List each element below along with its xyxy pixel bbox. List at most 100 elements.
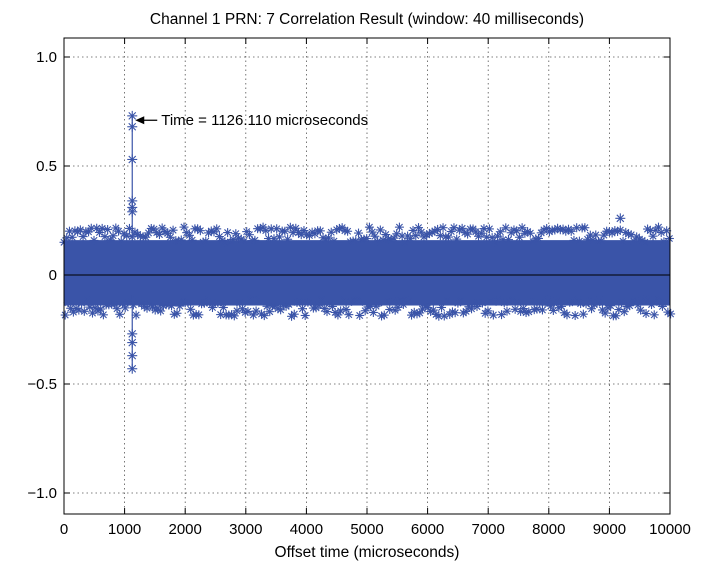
data-point — [618, 236, 628, 246]
data-point — [187, 235, 197, 245]
data-point — [228, 234, 238, 244]
x-tick-label: 6000 — [411, 521, 444, 538]
x-tick-label: 9000 — [593, 521, 626, 538]
data-point — [504, 235, 514, 245]
data-point — [595, 295, 605, 305]
data-point — [374, 298, 384, 308]
data-point — [131, 310, 141, 320]
data-point — [487, 233, 497, 243]
data-point — [322, 307, 332, 317]
grid-lines — [64, 38, 670, 514]
data-point — [295, 296, 305, 306]
data-point — [375, 225, 385, 235]
data-point — [96, 304, 106, 314]
data-point — [213, 298, 223, 308]
data-point — [127, 350, 138, 361]
data-point — [145, 298, 155, 308]
data-point — [368, 307, 378, 317]
annotation-text: Time = 1126.110 microseconds — [161, 112, 368, 129]
data-point — [450, 308, 460, 318]
data-point — [77, 298, 87, 308]
data-point — [600, 308, 610, 318]
data-point — [527, 296, 537, 306]
data-point — [606, 301, 616, 311]
data-point — [630, 295, 640, 305]
data-point — [435, 231, 445, 241]
data-point — [183, 296, 193, 306]
data-point — [387, 295, 397, 305]
data-point — [60, 310, 70, 320]
data-point — [179, 222, 189, 232]
data-point — [580, 223, 590, 233]
data-point — [289, 309, 299, 319]
data-point — [649, 310, 659, 320]
data-point — [176, 235, 186, 245]
data-point — [488, 310, 498, 320]
data-point — [344, 310, 354, 320]
data-point — [497, 310, 507, 320]
data-point — [120, 303, 130, 313]
data-point — [615, 213, 626, 224]
data-point — [438, 223, 448, 233]
data-point — [280, 226, 290, 236]
data-point — [636, 305, 646, 315]
data-point — [122, 231, 132, 241]
data-point — [457, 223, 467, 233]
data-point — [315, 226, 325, 236]
data-point — [212, 224, 222, 234]
data-point — [381, 230, 391, 240]
data-point — [74, 305, 84, 315]
data-point — [89, 235, 99, 245]
data-point — [201, 236, 211, 246]
data-point — [648, 231, 658, 241]
noise-band — [64, 240, 670, 306]
data-point — [502, 306, 512, 316]
data-point — [495, 227, 505, 237]
data-point — [629, 236, 639, 246]
data-point — [437, 302, 447, 312]
data-point — [660, 297, 670, 307]
peak-annotation: Time = 1126.110 microseconds — [135, 112, 368, 129]
data-point — [514, 232, 524, 242]
data-point — [401, 294, 411, 304]
data-point — [357, 296, 367, 306]
x-axis-label: Offset time (microseconds) — [275, 544, 460, 561]
data-point — [184, 230, 194, 240]
data-point — [404, 296, 414, 306]
data-point — [640, 237, 650, 247]
data-point — [482, 232, 492, 242]
data-point — [452, 234, 462, 244]
y-tick-label: −1.0 — [27, 485, 57, 502]
data-point — [300, 310, 310, 320]
data-point — [172, 308, 182, 318]
data-point — [583, 234, 593, 244]
data-point — [664, 233, 674, 243]
data-point — [243, 306, 253, 316]
x-tick-label: 7000 — [472, 521, 505, 538]
data-point — [250, 235, 260, 245]
data-point — [405, 234, 415, 244]
y-tick-label: 0 — [49, 267, 57, 284]
data-point — [127, 328, 138, 339]
data-point — [70, 226, 80, 236]
data-point — [97, 223, 107, 233]
data-point — [394, 222, 404, 232]
data-point — [625, 301, 635, 311]
data-point — [100, 232, 110, 242]
chart-title: Channel 1 PRN: 7 Correlation Result (win… — [150, 11, 584, 28]
data-point — [127, 206, 138, 217]
data-point — [259, 311, 269, 321]
data-point — [584, 294, 594, 304]
data-point — [484, 224, 494, 234]
data-point — [108, 231, 118, 241]
y-tick-label: 1.0 — [36, 49, 57, 66]
x-tick-label: 1000 — [108, 521, 141, 538]
data-point — [235, 298, 245, 308]
data-point — [127, 110, 138, 121]
series-correlation — [59, 110, 676, 374]
data-point — [551, 296, 561, 306]
data-point — [574, 236, 584, 246]
data-point — [442, 295, 452, 305]
data-point — [599, 230, 609, 240]
